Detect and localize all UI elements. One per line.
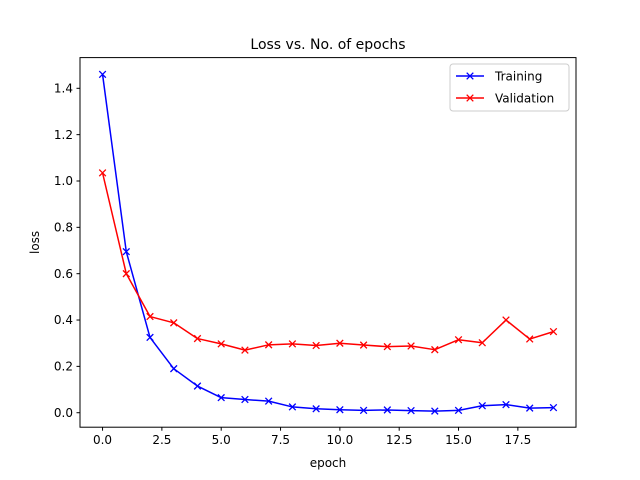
training-line — [101, 74, 554, 412]
training-point — [98, 70, 107, 79]
series-layer — [98, 70, 558, 415]
y-tick-label: 0.4 — [54, 313, 73, 327]
validation-point — [98, 169, 107, 177]
validation-point — [193, 334, 202, 343]
training-series — [98, 70, 558, 415]
training-point — [383, 406, 392, 414]
training-point — [336, 405, 344, 414]
y-tick-label: 1.4 — [54, 82, 73, 96]
y-tick-label: 0.6 — [54, 267, 73, 281]
validation-point — [241, 346, 249, 354]
validation-point — [549, 327, 558, 336]
x-axis-ticks: 0.0 2.5 5.0 7.5 10.0 12.5 15.0 17.5 — [93, 427, 531, 447]
training-point — [193, 382, 202, 390]
x-tick-label: 2.5 — [152, 433, 171, 447]
validation-line — [101, 172, 554, 351]
y-tick-label: 1.0 — [54, 174, 73, 188]
training-point — [525, 404, 534, 412]
training-point — [146, 333, 154, 342]
training-point — [241, 395, 249, 404]
chart-title: Loss vs. No. of epochs — [250, 37, 405, 53]
validation-point — [122, 269, 131, 278]
legend: Training Validation — [449, 63, 570, 112]
x-tick-label: 0.0 — [93, 433, 112, 447]
x-tick-label: 5.0 — [212, 433, 231, 447]
validation-point — [146, 312, 154, 321]
legend-marker-training — [466, 72, 474, 80]
validation-point — [217, 340, 225, 348]
validation-point — [525, 335, 534, 343]
validation-point — [383, 342, 392, 351]
training-point — [502, 400, 510, 409]
y-tick-label: 0.0 — [54, 406, 73, 420]
validation-point — [478, 338, 487, 347]
training-point — [454, 406, 463, 415]
training-point — [431, 407, 439, 415]
y-axis-label: loss — [28, 231, 42, 254]
y-axis-ticks: 0.0 0.2 0.4 0.6 0.8 1.0 1.2 1.4 — [54, 82, 80, 420]
validation-point — [407, 342, 415, 350]
legend-item-training: Training — [456, 69, 542, 83]
training-point — [169, 364, 178, 373]
x-tick-label: 12.5 — [386, 433, 413, 447]
training-point — [122, 247, 131, 256]
validation-point — [169, 319, 178, 327]
training-point — [288, 403, 297, 411]
validation-point — [288, 340, 297, 348]
legend-item-validation: Validation — [456, 91, 554, 105]
validation-point — [264, 341, 273, 349]
x-axis-label: epoch — [310, 456, 347, 470]
x-tick-label: 15.0 — [445, 433, 472, 447]
y-tick-label: 1.2 — [54, 128, 73, 142]
training-point — [549, 403, 558, 412]
legend-marker-validation — [466, 94, 474, 102]
training-point — [478, 402, 487, 410]
x-tick-label: 10.0 — [327, 433, 354, 447]
validation-point — [312, 341, 320, 350]
training-point — [359, 406, 368, 415]
x-tick-label: 7.5 — [271, 433, 290, 447]
validation-point — [336, 339, 344, 347]
legend-label-validation: Validation — [495, 91, 554, 105]
y-tick-label: 0.8 — [54, 221, 73, 235]
training-point — [217, 393, 225, 402]
validation-series — [98, 169, 558, 354]
training-point — [407, 406, 415, 415]
validation-point — [454, 335, 463, 344]
y-tick-label: 0.2 — [54, 360, 73, 374]
legend-items: Training Validation — [456, 69, 554, 105]
x-tick-label: 17.5 — [504, 433, 531, 447]
training-point — [264, 397, 273, 405]
legend-label-training: Training — [494, 69, 542, 83]
training-point — [312, 405, 320, 413]
validation-point — [502, 316, 510, 324]
validation-point — [431, 345, 439, 354]
validation-point — [359, 341, 368, 349]
plot-frame — [79, 57, 577, 428]
